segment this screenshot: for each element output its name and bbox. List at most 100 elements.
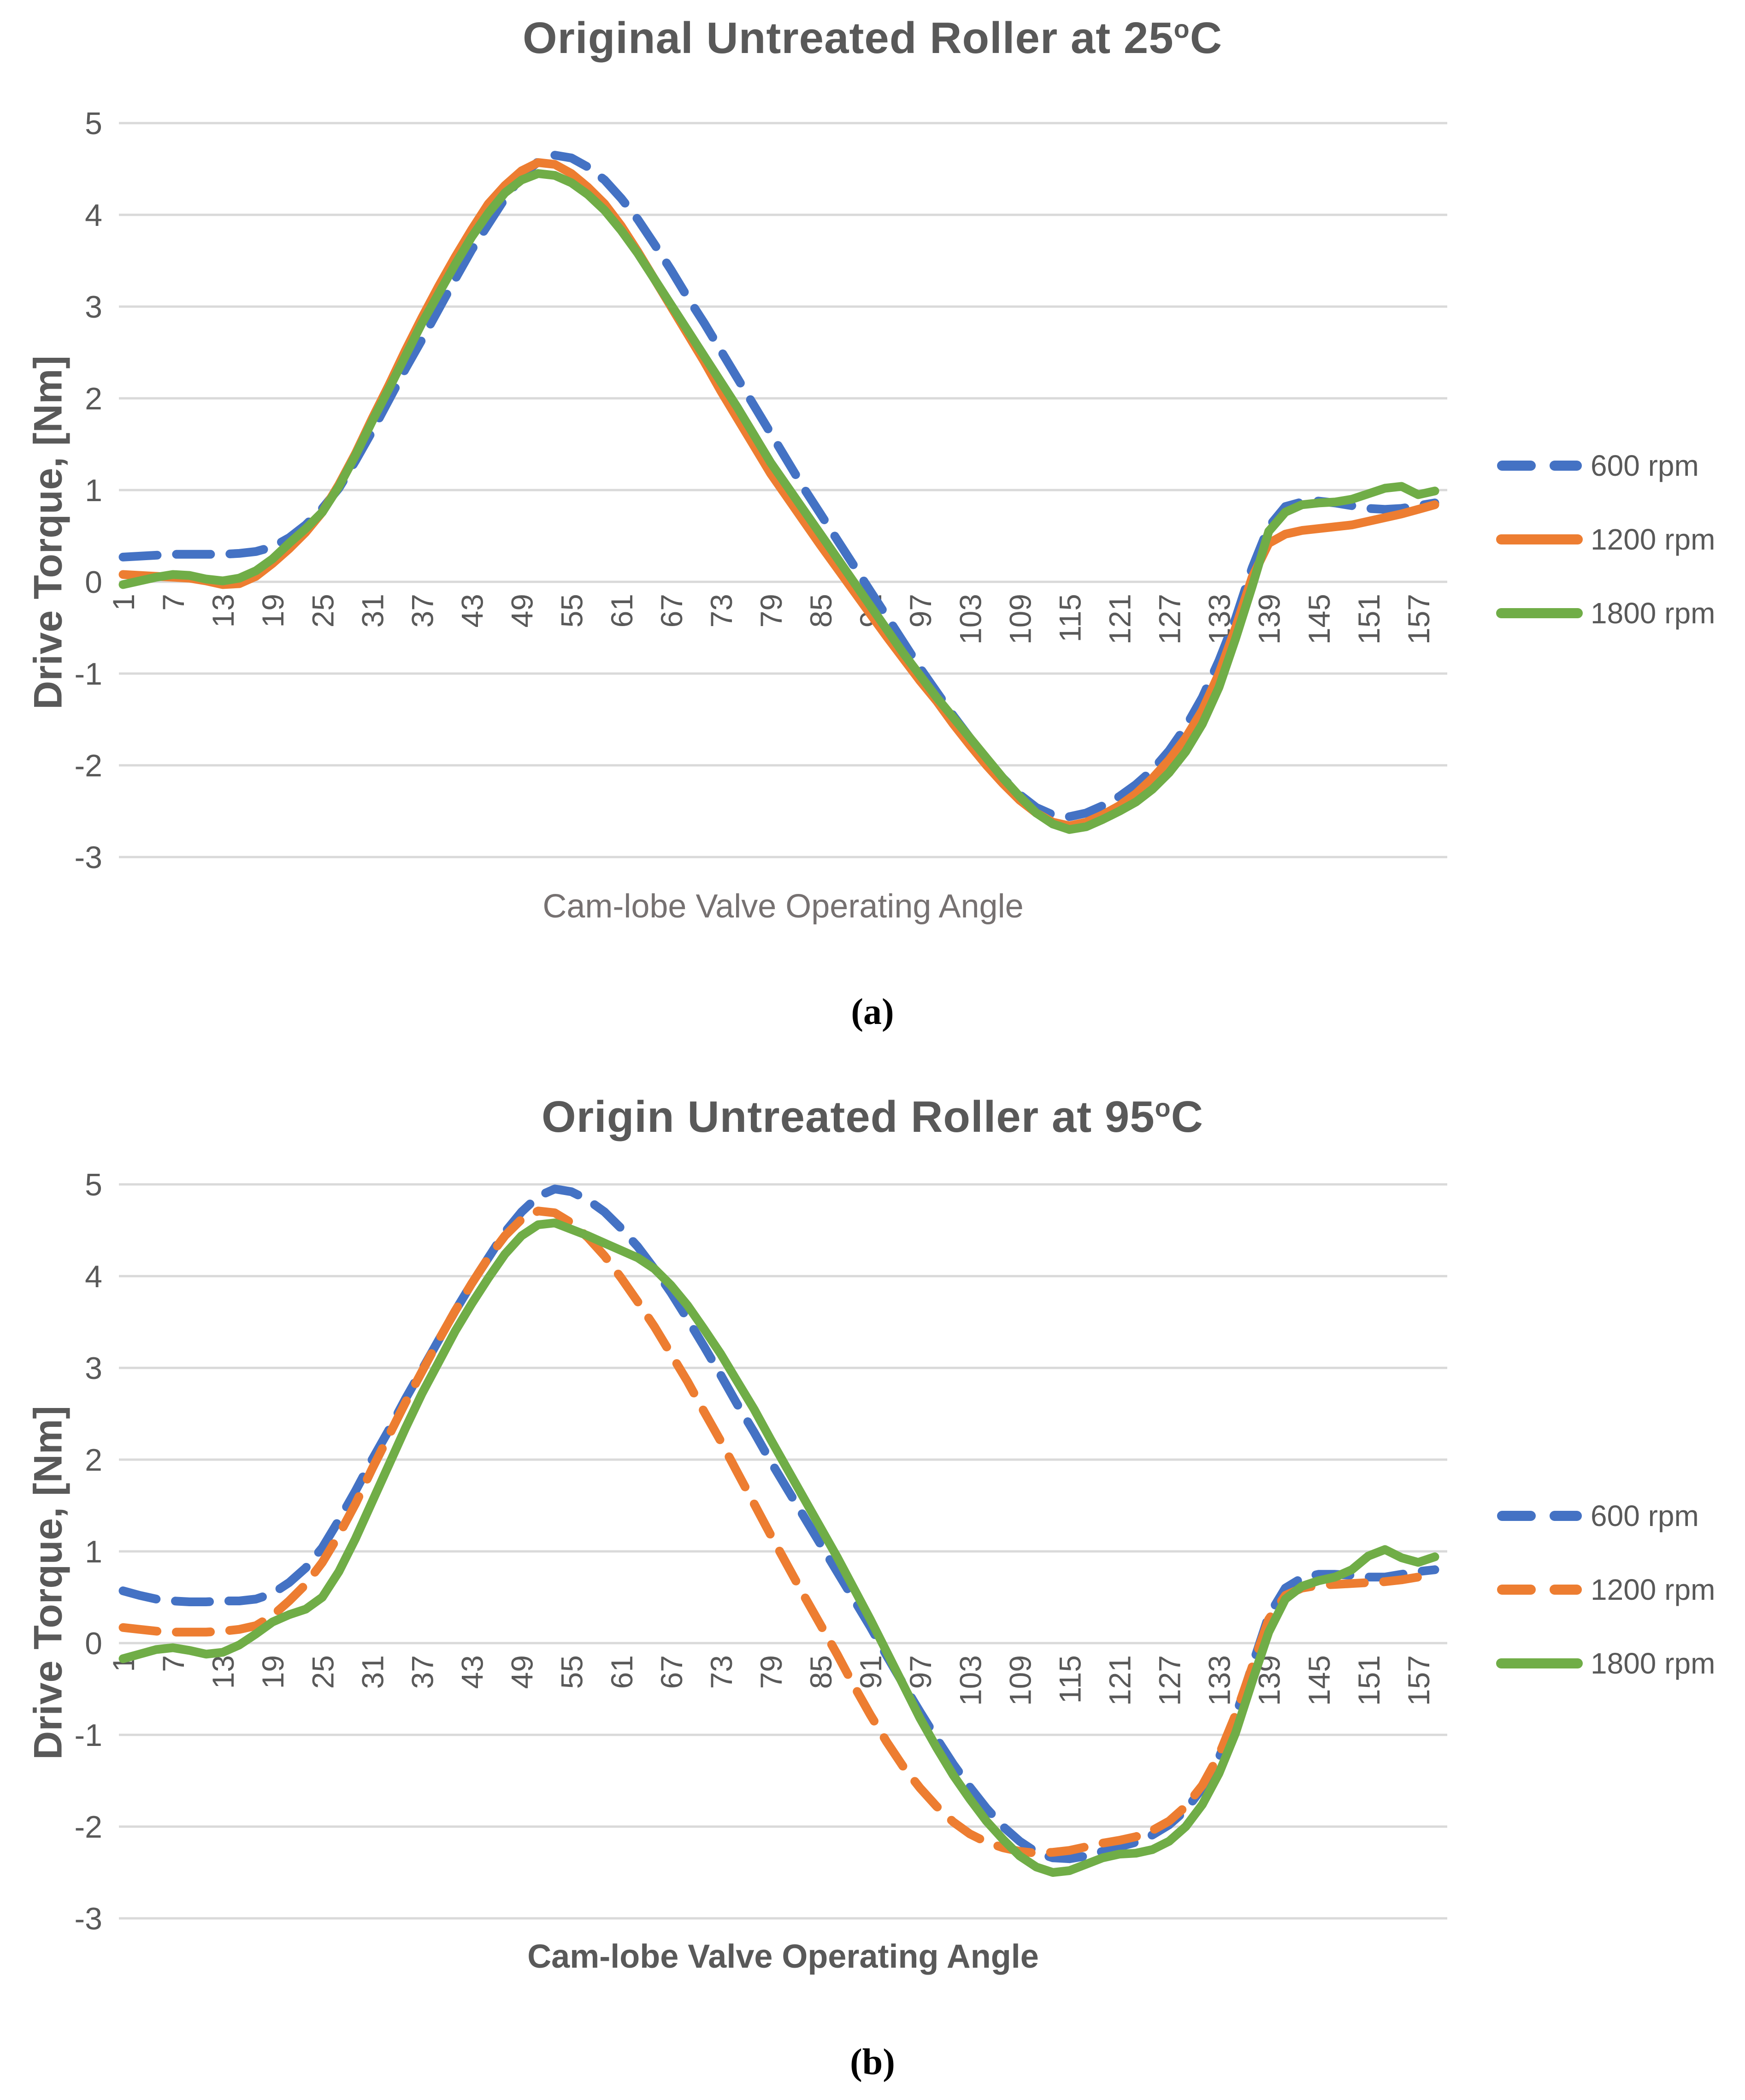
legend-label-600rpm: 600 rpm bbox=[1591, 1499, 1699, 1532]
svg-text:121: 121 bbox=[1103, 594, 1137, 645]
svg-text:97: 97 bbox=[903, 594, 937, 627]
svg-text:127: 127 bbox=[1153, 594, 1187, 645]
svg-text:3: 3 bbox=[85, 1351, 102, 1386]
svg-text:2: 2 bbox=[85, 381, 102, 416]
legend-line-1800rpm-icon bbox=[1496, 608, 1583, 618]
legend-line-600rpm-icon bbox=[1497, 461, 1582, 471]
chart-a-legend: 600 rpm 1200 rpm 1800 rpm bbox=[1496, 429, 1715, 650]
chart-a-title-degree-sup: o bbox=[1173, 15, 1190, 43]
chart-a-legend-item-600rpm: 600 rpm bbox=[1496, 429, 1715, 503]
chart-b-legend: 600 rpm 1200 rpm 1800 rpm bbox=[1496, 1479, 1715, 1700]
chart-b: Origin Untreated Roller at 95oC 5 4 3 2 1 0 -1… bbox=[0, 1050, 1745, 2100]
svg-text:115: 115 bbox=[1053, 594, 1087, 642]
chart-b-title-text: Origin Untreated Roller at 95 bbox=[542, 1092, 1155, 1142]
svg-text:103: 103 bbox=[953, 594, 987, 645]
svg-text:1: 1 bbox=[106, 594, 141, 611]
svg-text:97: 97 bbox=[903, 1655, 937, 1689]
chart-a-legend-item-1200rpm: 1200 rpm bbox=[1496, 503, 1715, 576]
chart-b-y-axis-label: Drive Torque, [Nm] bbox=[26, 1406, 71, 1760]
svg-text:43: 43 bbox=[455, 594, 489, 627]
svg-text:7: 7 bbox=[156, 1655, 190, 1672]
svg-text:79: 79 bbox=[754, 1655, 788, 1689]
svg-text:5: 5 bbox=[85, 1167, 102, 1202]
chart-a-title-unit: C bbox=[1190, 13, 1223, 63]
svg-text:43: 43 bbox=[455, 1655, 489, 1689]
legend-line-600rpm-icon bbox=[1497, 1511, 1582, 1521]
legend-label-600rpm: 600 rpm bbox=[1591, 449, 1699, 482]
svg-text:67: 67 bbox=[654, 594, 689, 627]
svg-text:109: 109 bbox=[1003, 1655, 1037, 1706]
svg-text:139: 139 bbox=[1252, 594, 1286, 645]
legend-line-1200rpm-icon bbox=[1496, 534, 1583, 544]
svg-text:115: 115 bbox=[1053, 1655, 1087, 1704]
svg-text:73: 73 bbox=[704, 1655, 738, 1689]
svg-text:-3: -3 bbox=[75, 840, 102, 875]
svg-text:7: 7 bbox=[156, 594, 190, 611]
svg-text:151: 151 bbox=[1352, 1655, 1386, 1706]
svg-text:13: 13 bbox=[206, 1655, 240, 1689]
legend-label-1800rpm: 1800 rpm bbox=[1591, 1647, 1716, 1680]
chart-a-title: Original Untreated Roller at 25oC bbox=[0, 13, 1745, 64]
legend-line-1800rpm-icon bbox=[1496, 1658, 1583, 1668]
svg-text:127: 127 bbox=[1153, 1655, 1187, 1706]
svg-text:31: 31 bbox=[355, 1655, 389, 1689]
svg-text:25: 25 bbox=[306, 594, 340, 627]
chart-b-legend-item-1800rpm: 1800 rpm bbox=[1496, 1627, 1715, 1700]
svg-text:-3: -3 bbox=[75, 1901, 102, 1936]
svg-text:1: 1 bbox=[85, 473, 102, 508]
chart-b-title-unit: C bbox=[1171, 1092, 1203, 1142]
svg-text:37: 37 bbox=[406, 594, 440, 627]
svg-text:19: 19 bbox=[256, 1655, 290, 1689]
svg-text:-2: -2 bbox=[75, 748, 102, 783]
chart-a-title-text: Original Untreated Roller at 25 bbox=[522, 13, 1174, 63]
legend-label-1200rpm: 1200 rpm bbox=[1591, 523, 1716, 556]
svg-text:-2: -2 bbox=[75, 1810, 102, 1845]
chart-a-caption: (a) bbox=[851, 992, 894, 1032]
svg-text:0: 0 bbox=[85, 565, 102, 600]
chart-a-y-axis-label: Drive Torque, [Nm] bbox=[26, 355, 71, 710]
chart-b-title-degree-sup: o bbox=[1155, 1094, 1171, 1122]
svg-text:91: 91 bbox=[854, 1655, 888, 1689]
svg-text:79: 79 bbox=[754, 594, 788, 627]
svg-text:-1: -1 bbox=[75, 657, 102, 692]
svg-text:13: 13 bbox=[206, 594, 240, 627]
chart-b-x-axis-title: Cam-lobe Valve Operating Angle bbox=[527, 1938, 1039, 1975]
svg-text:157: 157 bbox=[1402, 1655, 1436, 1706]
svg-text:151: 151 bbox=[1352, 594, 1386, 645]
svg-text:157: 157 bbox=[1402, 594, 1436, 645]
chart-a-x-axis-title: Cam-lobe Valve Operating Angle bbox=[542, 888, 1024, 925]
svg-text:103: 103 bbox=[953, 1655, 987, 1706]
chart-b-caption: (b) bbox=[850, 2042, 895, 2082]
svg-text:121: 121 bbox=[1103, 1655, 1137, 1706]
svg-text:49: 49 bbox=[505, 1655, 539, 1689]
chart-b-title: Origin Untreated Roller at 95oC bbox=[0, 1092, 1745, 1142]
legend-line-1200rpm-icon bbox=[1497, 1585, 1582, 1595]
svg-text:5: 5 bbox=[85, 106, 102, 141]
chart-b-legend-item-600rpm: 600 rpm bbox=[1496, 1479, 1715, 1553]
svg-text:85: 85 bbox=[804, 1655, 838, 1689]
svg-text:133: 133 bbox=[1203, 1655, 1237, 1706]
legend-label-1200rpm: 1200 rpm bbox=[1591, 1573, 1716, 1606]
legend-label-1800rpm: 1800 rpm bbox=[1591, 597, 1716, 630]
svg-text:61: 61 bbox=[605, 594, 639, 627]
svg-text:85: 85 bbox=[804, 594, 838, 627]
svg-text:109: 109 bbox=[1003, 594, 1037, 645]
svg-text:61: 61 bbox=[605, 1655, 639, 1689]
chart-a-legend-item-1800rpm: 1800 rpm bbox=[1496, 576, 1715, 650]
svg-text:-1: -1 bbox=[75, 1718, 102, 1753]
svg-text:19: 19 bbox=[256, 594, 290, 627]
svg-text:55: 55 bbox=[555, 594, 589, 627]
svg-text:31: 31 bbox=[355, 594, 389, 627]
svg-text:73: 73 bbox=[704, 594, 738, 627]
svg-text:4: 4 bbox=[85, 1259, 102, 1294]
svg-text:25: 25 bbox=[306, 1655, 340, 1689]
svg-text:37: 37 bbox=[406, 1655, 440, 1689]
svg-text:3: 3 bbox=[85, 290, 102, 325]
svg-text:4: 4 bbox=[85, 198, 102, 233]
chart-b-legend-item-1200rpm: 1200 rpm bbox=[1496, 1553, 1715, 1627]
svg-text:49: 49 bbox=[505, 594, 539, 627]
svg-text:0: 0 bbox=[85, 1626, 102, 1661]
